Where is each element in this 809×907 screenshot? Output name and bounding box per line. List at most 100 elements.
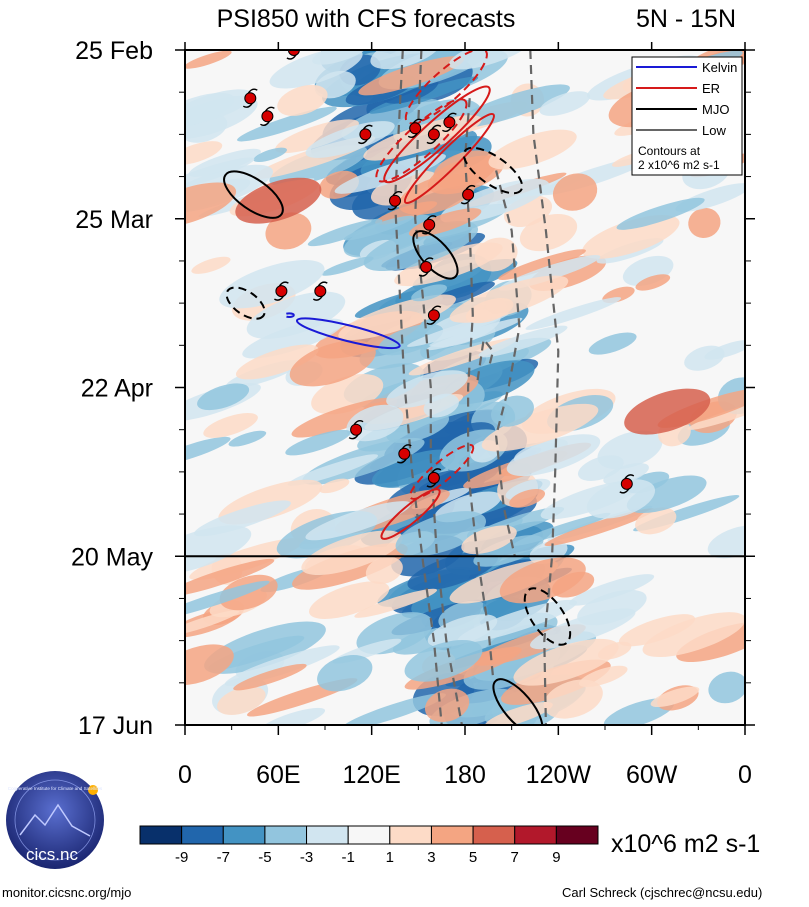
heatmap-cell [506,434,601,477]
heatmap-cell [525,297,622,330]
heatmap-cell [418,450,537,491]
heatmap-cell [371,449,456,488]
low-contour-1 [414,50,463,725]
colorbar-swatch [389,825,432,845]
heatmap-cell [235,344,319,380]
heatmap-cell [317,655,373,692]
heatmap-cell [370,170,439,206]
tropical-cyclone-icon [242,88,258,108]
heatmap-cell [707,525,745,559]
legend-label-low: Low [702,123,726,138]
heatmap-cell [185,50,232,69]
heatmap-cell [708,671,745,704]
x-tick-label: 120W [526,761,592,789]
heatmap-cell [642,612,745,658]
colorbar-swatch [430,825,474,845]
heatmap-cell [287,454,379,486]
heatmap-cell [285,429,351,456]
heatmap-cell [191,256,231,274]
heatmap-cell [365,556,403,585]
heatmap-cell [650,686,700,708]
tropical-cyclone-icon [426,468,442,488]
heatmap-cell [204,621,326,674]
heatmap-cell [289,340,376,387]
heatmap-cell [543,679,603,719]
heatmap-cell [253,147,287,163]
heatmap-cell [688,207,721,238]
heatmap-cell [513,638,619,686]
heatmap-cell [676,621,745,663]
heatmap-cell [448,50,533,70]
heatmap-cell [354,588,438,618]
tropical-cyclone-icon [358,124,373,145]
colorbar-tick-label: -3 [300,849,313,866]
low-contour-4 [529,50,560,725]
heatmap-cell [426,317,523,351]
x-tick-label: 0 [178,761,192,789]
chart-title: PSI850 with CFS forecasts [217,5,516,33]
heatmap-cell [586,479,656,519]
colorbar-tick-label: -1 [342,849,355,866]
chart-region-label: 5N - 15N [636,5,736,33]
heatmap-cell [235,177,322,224]
heatmap-cell [569,574,655,606]
tropical-cyclone-icon [260,106,275,126]
colorbar-tick-label: 9 [552,849,560,866]
wave-contours [223,50,572,725]
colorbar-swatch [139,825,183,845]
logo-ring-text: Cooperative Institute for Climate and Sa… [8,786,103,791]
heatmap-cell [277,84,328,116]
er-contour-7 [380,488,441,540]
colorbar-swatch [514,825,557,845]
er-contour-5 [403,112,495,205]
low-contour-2 [463,98,495,677]
heatmap-cell [185,157,255,191]
heatmap-cell [635,507,677,535]
colorbar-swatch [222,825,266,845]
tropical-cyclone-icon [426,124,442,145]
er-contour-3 [375,98,468,183]
heatmap-cell [301,530,403,575]
y-tick-label: 25 Mar [75,206,153,234]
heatmap-cell [185,436,231,466]
heatmap-cell [358,56,465,96]
tropical-cyclone-icon [348,420,364,440]
legend-note-line-2: 2 x10^6 m2 s-1 [638,158,720,172]
heatmap-cell [259,707,326,725]
heatmap-cell [624,388,711,435]
colorbar-swatch [472,825,516,845]
low-contour-3 [495,170,521,557]
heatmap-cell [319,478,350,494]
mjo-contour-8 [223,170,284,219]
heatmap-cell [307,219,383,247]
colorbar-swatch [264,825,308,845]
heatmap-cell [265,212,312,250]
colorbar-tick-label: -5 [258,849,271,866]
legend-box [631,56,743,176]
heatmap-cell [197,383,250,411]
legend-label-er: ER [702,81,720,96]
heatmap-cell [465,298,514,324]
heatmap-cell [488,129,577,170]
heatmap-cell [185,644,234,686]
heatmap-cell [616,197,705,230]
legend-note-line-1: Contours at [638,144,701,158]
heatmap-cell [481,403,599,452]
colorbar-tick-label: -7 [217,849,230,866]
heatmap-cell [203,413,258,438]
low-frequency-contours [393,50,560,725]
heatmap-cell [338,294,456,341]
heatmap-cell [552,173,598,211]
heatmap-cell [312,50,370,65]
heatmap-cell [491,395,534,427]
heatmap-cell [305,121,395,158]
heatmap-cell [185,558,275,597]
colorbar-tick-label: 5 [469,849,477,866]
footer-url[interactable]: monitor.cicsnc.org/mjo [2,885,132,900]
low-contour-0 [393,50,443,725]
heatmap-cell [513,512,611,546]
heatmap-cell [321,256,374,276]
tropical-cyclone-icon [421,215,437,235]
heatmap-cell [305,501,411,541]
